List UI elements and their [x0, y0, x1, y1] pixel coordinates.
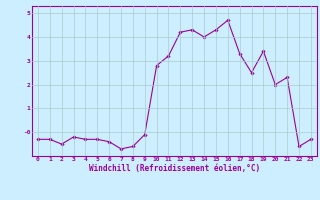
X-axis label: Windchill (Refroidissement éolien,°C): Windchill (Refroidissement éolien,°C) [89, 164, 260, 173]
